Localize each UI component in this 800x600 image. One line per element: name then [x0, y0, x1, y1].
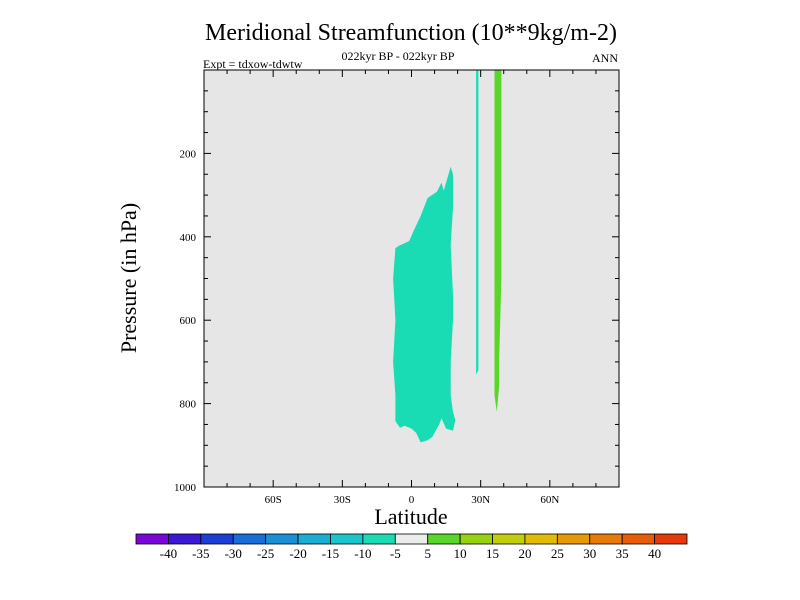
y-tick-label: 600: [180, 315, 197, 327]
colorbar-label: 20: [518, 546, 531, 561]
time-range-label: 022kyr BP - 022kyr BP: [342, 49, 455, 63]
colorbar-swatch: [427, 533, 461, 545]
colorbar-swatch: [524, 533, 558, 545]
colorbar-swatch: [492, 533, 526, 545]
colorbar-swatch: [135, 533, 169, 545]
colorbar-label: -25: [257, 546, 274, 561]
colorbar-swatch: [232, 533, 267, 545]
axis-ticks: 60S 30S 0 30N 60N 200 400 600 800 1000: [174, 69, 620, 506]
x-tick-label: 0: [409, 494, 415, 506]
colorbar-label: -40: [160, 546, 177, 561]
contour-region-subtropical-positive-band: [494, 70, 502, 412]
colorbar-swatch: [621, 533, 655, 545]
colorbar-label: -35: [192, 546, 209, 561]
y-tick-label: 1000: [174, 482, 197, 494]
colorbar-label: 25: [551, 546, 564, 561]
x-tick-label: 30N: [471, 494, 490, 506]
x-tick-label: 30S: [334, 494, 351, 506]
colorbar-label: 5: [424, 546, 431, 561]
y-tick-label: 800: [180, 399, 197, 411]
y-tick-label: 200: [180, 148, 197, 160]
x-axis-label: Latitude: [374, 504, 447, 529]
colorbar-label: 15: [486, 546, 499, 561]
colorbar-label: -15: [322, 546, 339, 561]
colorbar-label: 35: [616, 546, 629, 561]
contour-region-tropical-negative-cell: [393, 166, 456, 443]
chart-title: Meridional Streamfunction (10**9kg/m-2): [205, 20, 617, 46]
colorbar-swatch: [556, 533, 591, 545]
colorbar-swatch: [297, 533, 331, 545]
colorbar-label: -20: [289, 546, 306, 561]
contour-regions: [393, 70, 502, 443]
contour-region-subtropical-negative-band: [476, 70, 479, 375]
colorbar-swatch: [589, 533, 623, 545]
x-tick-label: 60S: [265, 494, 282, 506]
y-axis-label: Pressure (in hPa): [116, 203, 141, 353]
colorbar-swatch: [265, 533, 299, 545]
x-tick-label: 60N: [540, 494, 559, 506]
colorbar-swatch: [200, 533, 234, 545]
colorbar-label: -30: [225, 546, 242, 561]
colorbar-label: 40: [648, 546, 661, 561]
colorbar: -40 -35 -30 -25 -20 -15 -10 -5 5 10 15 20 25 30 35 40: [135, 533, 688, 561]
colorbar-swatch: [654, 533, 688, 545]
experiment-label: Expt = tdxow-tdwtw: [203, 57, 303, 71]
colorbar-label: 30: [583, 546, 596, 561]
y-tick-label: 400: [180, 232, 197, 244]
colorbar-swatch: [394, 533, 429, 545]
colorbar-label: -10: [354, 546, 371, 561]
colorbar-swatch: [459, 533, 493, 545]
season-label: ANN: [592, 51, 618, 65]
colorbar-label: 10: [454, 546, 467, 561]
colorbar-swatch: [362, 533, 396, 545]
colorbar-label: -5: [390, 546, 401, 561]
colorbar-swatch: [168, 533, 202, 545]
colorbar-swatch: [330, 533, 364, 545]
